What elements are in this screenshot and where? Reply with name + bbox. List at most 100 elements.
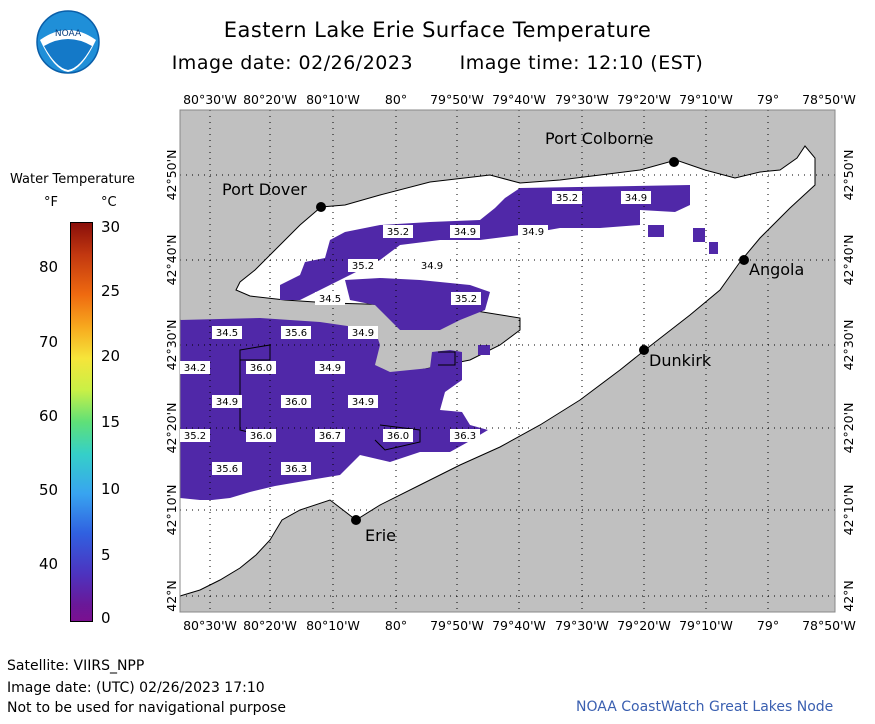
svg-text:34.9: 34.9 <box>352 328 374 339</box>
city-label: Port Colborne <box>545 129 653 148</box>
lon-label: 80° <box>385 618 407 633</box>
svg-text:36.0: 36.0 <box>285 397 307 408</box>
temp-label: 35.6 <box>281 326 311 339</box>
temp-label: 34.9 <box>621 191 651 204</box>
temp-label: 34.5 <box>315 292 345 305</box>
lat-label: 42°10'N <box>841 485 856 536</box>
temp-label: 34.9 <box>450 225 480 238</box>
lon-label: 79°30'W <box>555 92 609 107</box>
lon-label: 78°50'W <box>802 618 856 633</box>
lon-label: 80°30'W <box>183 618 237 633</box>
lon-labels-bottom: 80°30'W 80°20'W 80°10'W 80° 79°50'W 79°4… <box>183 618 856 633</box>
legend-c-tick: 15 <box>101 413 121 431</box>
svg-text:35.6: 35.6 <box>285 328 307 339</box>
svg-text:36.0: 36.0 <box>250 431 272 442</box>
lat-label: 42°40'N <box>841 235 856 286</box>
lon-label: 79°40'W <box>492 92 546 107</box>
svg-text:36.0: 36.0 <box>250 363 272 374</box>
lat-label: 42°20'N <box>164 403 179 454</box>
legend-f-tick: 70 <box>39 333 59 351</box>
svg-text:35.2: 35.2 <box>184 431 206 442</box>
legend-f-tick: 40 <box>39 555 59 573</box>
lon-label: 79° <box>757 92 779 107</box>
temp-label: 34.9 <box>348 395 378 408</box>
legend-c-tick: 0 <box>101 609 111 627</box>
svg-text:35.2: 35.2 <box>556 193 578 204</box>
temp-label: 34.5 <box>212 326 242 339</box>
legend-c-tick: 10 <box>101 480 121 498</box>
lon-label: 80°20'W <box>243 92 297 107</box>
svg-text:35.2: 35.2 <box>455 294 477 305</box>
temp-label: 36.3 <box>450 429 480 442</box>
temp-label: 34.2 <box>180 361 210 374</box>
svg-text:35.2: 35.2 <box>352 261 374 272</box>
lat-label: 42°10'N <box>164 485 179 536</box>
svg-text:34.9: 34.9 <box>216 397 238 408</box>
city-dot <box>351 515 361 525</box>
lon-label: 79°10'W <box>679 618 733 633</box>
mask-boundary <box>239 344 456 451</box>
legend-c-tick: 5 <box>101 546 111 564</box>
temp-label: 36.7 <box>315 429 345 442</box>
lon-label: 80°10'W <box>306 618 360 633</box>
temp-label: 36.3 <box>281 462 311 475</box>
image-time: Image time: 12:10 (EST) <box>459 52 704 74</box>
lat-label: 42°50'N <box>164 150 179 201</box>
lon-label: 79°50'W <box>430 92 484 107</box>
lon-label: 80°20'W <box>243 618 297 633</box>
lat-label: 42°40'N <box>164 235 179 286</box>
lat-label: 42°30'N <box>841 320 856 371</box>
map-title: Eastern Lake Erie Surface Temperature <box>223 18 652 42</box>
legend-c-tick: 20 <box>101 347 121 365</box>
lat-labels-right: 42°50'N 42°40'N 42°30'N 42°20'N 42°10'N … <box>841 150 856 612</box>
lat-labels-left: 42°50'N 42°40'N 42°30'N 42°20'N 42°10'N … <box>164 150 179 612</box>
legend-f-tick: 80 <box>39 258 59 276</box>
temp-label: 34.9 <box>212 395 242 408</box>
temperature-labels: 35.2 34.9 35.2 34.9 34.9 35.2 34.9 34.5 … <box>180 191 651 475</box>
svg-text:36.7: 36.7 <box>319 431 341 442</box>
temp-label: 34.9 <box>348 326 378 339</box>
svg-text:34.9: 34.9 <box>319 363 341 374</box>
svg-text:34.9: 34.9 <box>625 193 647 204</box>
lon-label: 80°10'W <box>306 92 360 107</box>
svg-text:34.9: 34.9 <box>352 397 374 408</box>
lon-labels-top: 80°30'W 80°20'W 80°10'W 80° 79°50'W 79°4… <box>183 92 856 107</box>
lon-label: 79°20'W <box>617 92 671 107</box>
lat-label: 42°20'N <box>841 403 856 454</box>
lon-label: 79°10'W <box>679 92 733 107</box>
svg-text:34.9: 34.9 <box>421 261 443 272</box>
city-dot <box>639 345 649 355</box>
temp-label: 34.9 <box>417 259 447 272</box>
legend-unit-f: °F <box>44 195 58 210</box>
city-label: Angola <box>749 260 804 279</box>
city-label: Port Dover <box>222 180 307 199</box>
temp-label: 35.2 <box>383 225 413 238</box>
legend-color-bar <box>70 222 93 622</box>
temp-label: 35.2 <box>180 429 210 442</box>
temp-label: 36.0 <box>246 361 276 374</box>
temp-label: 34.9 <box>518 225 548 238</box>
lon-label: 79°30'W <box>555 618 609 633</box>
image-date-time: Image date: 02/26/2023 Image time: 12:10… <box>0 52 875 74</box>
city-markers <box>316 157 749 525</box>
city-labels: Port Colborne Port Dover Angola Dunkirk … <box>222 129 804 545</box>
svg-text:34.9: 34.9 <box>454 227 476 238</box>
noaa-logo: NOAA <box>36 10 100 74</box>
svg-text:35.6: 35.6 <box>216 464 238 475</box>
temp-label: 35.2 <box>451 292 481 305</box>
utc-date: Image date: (UTC) 02/26/2023 17:10 <box>7 680 265 696</box>
legend-unit-c: °C <box>101 195 117 210</box>
svg-text:34.5: 34.5 <box>216 328 238 339</box>
lat-label: 42°N <box>841 580 856 612</box>
noaa-logo-text: NOAA <box>55 29 82 39</box>
lon-label: 79°50'W <box>430 618 484 633</box>
credit: NOAA CoastWatch Great Lakes Node <box>576 699 834 715</box>
lat-label: 42°30'N <box>164 320 179 371</box>
svg-text:34.2: 34.2 <box>184 363 206 374</box>
legend-title: Water Temperature <box>10 172 135 187</box>
city-dot <box>669 157 679 167</box>
lat-label: 42°50'N <box>841 150 856 201</box>
legend-f-tick: 60 <box>39 407 59 425</box>
svg-text:36.3: 36.3 <box>454 431 476 442</box>
